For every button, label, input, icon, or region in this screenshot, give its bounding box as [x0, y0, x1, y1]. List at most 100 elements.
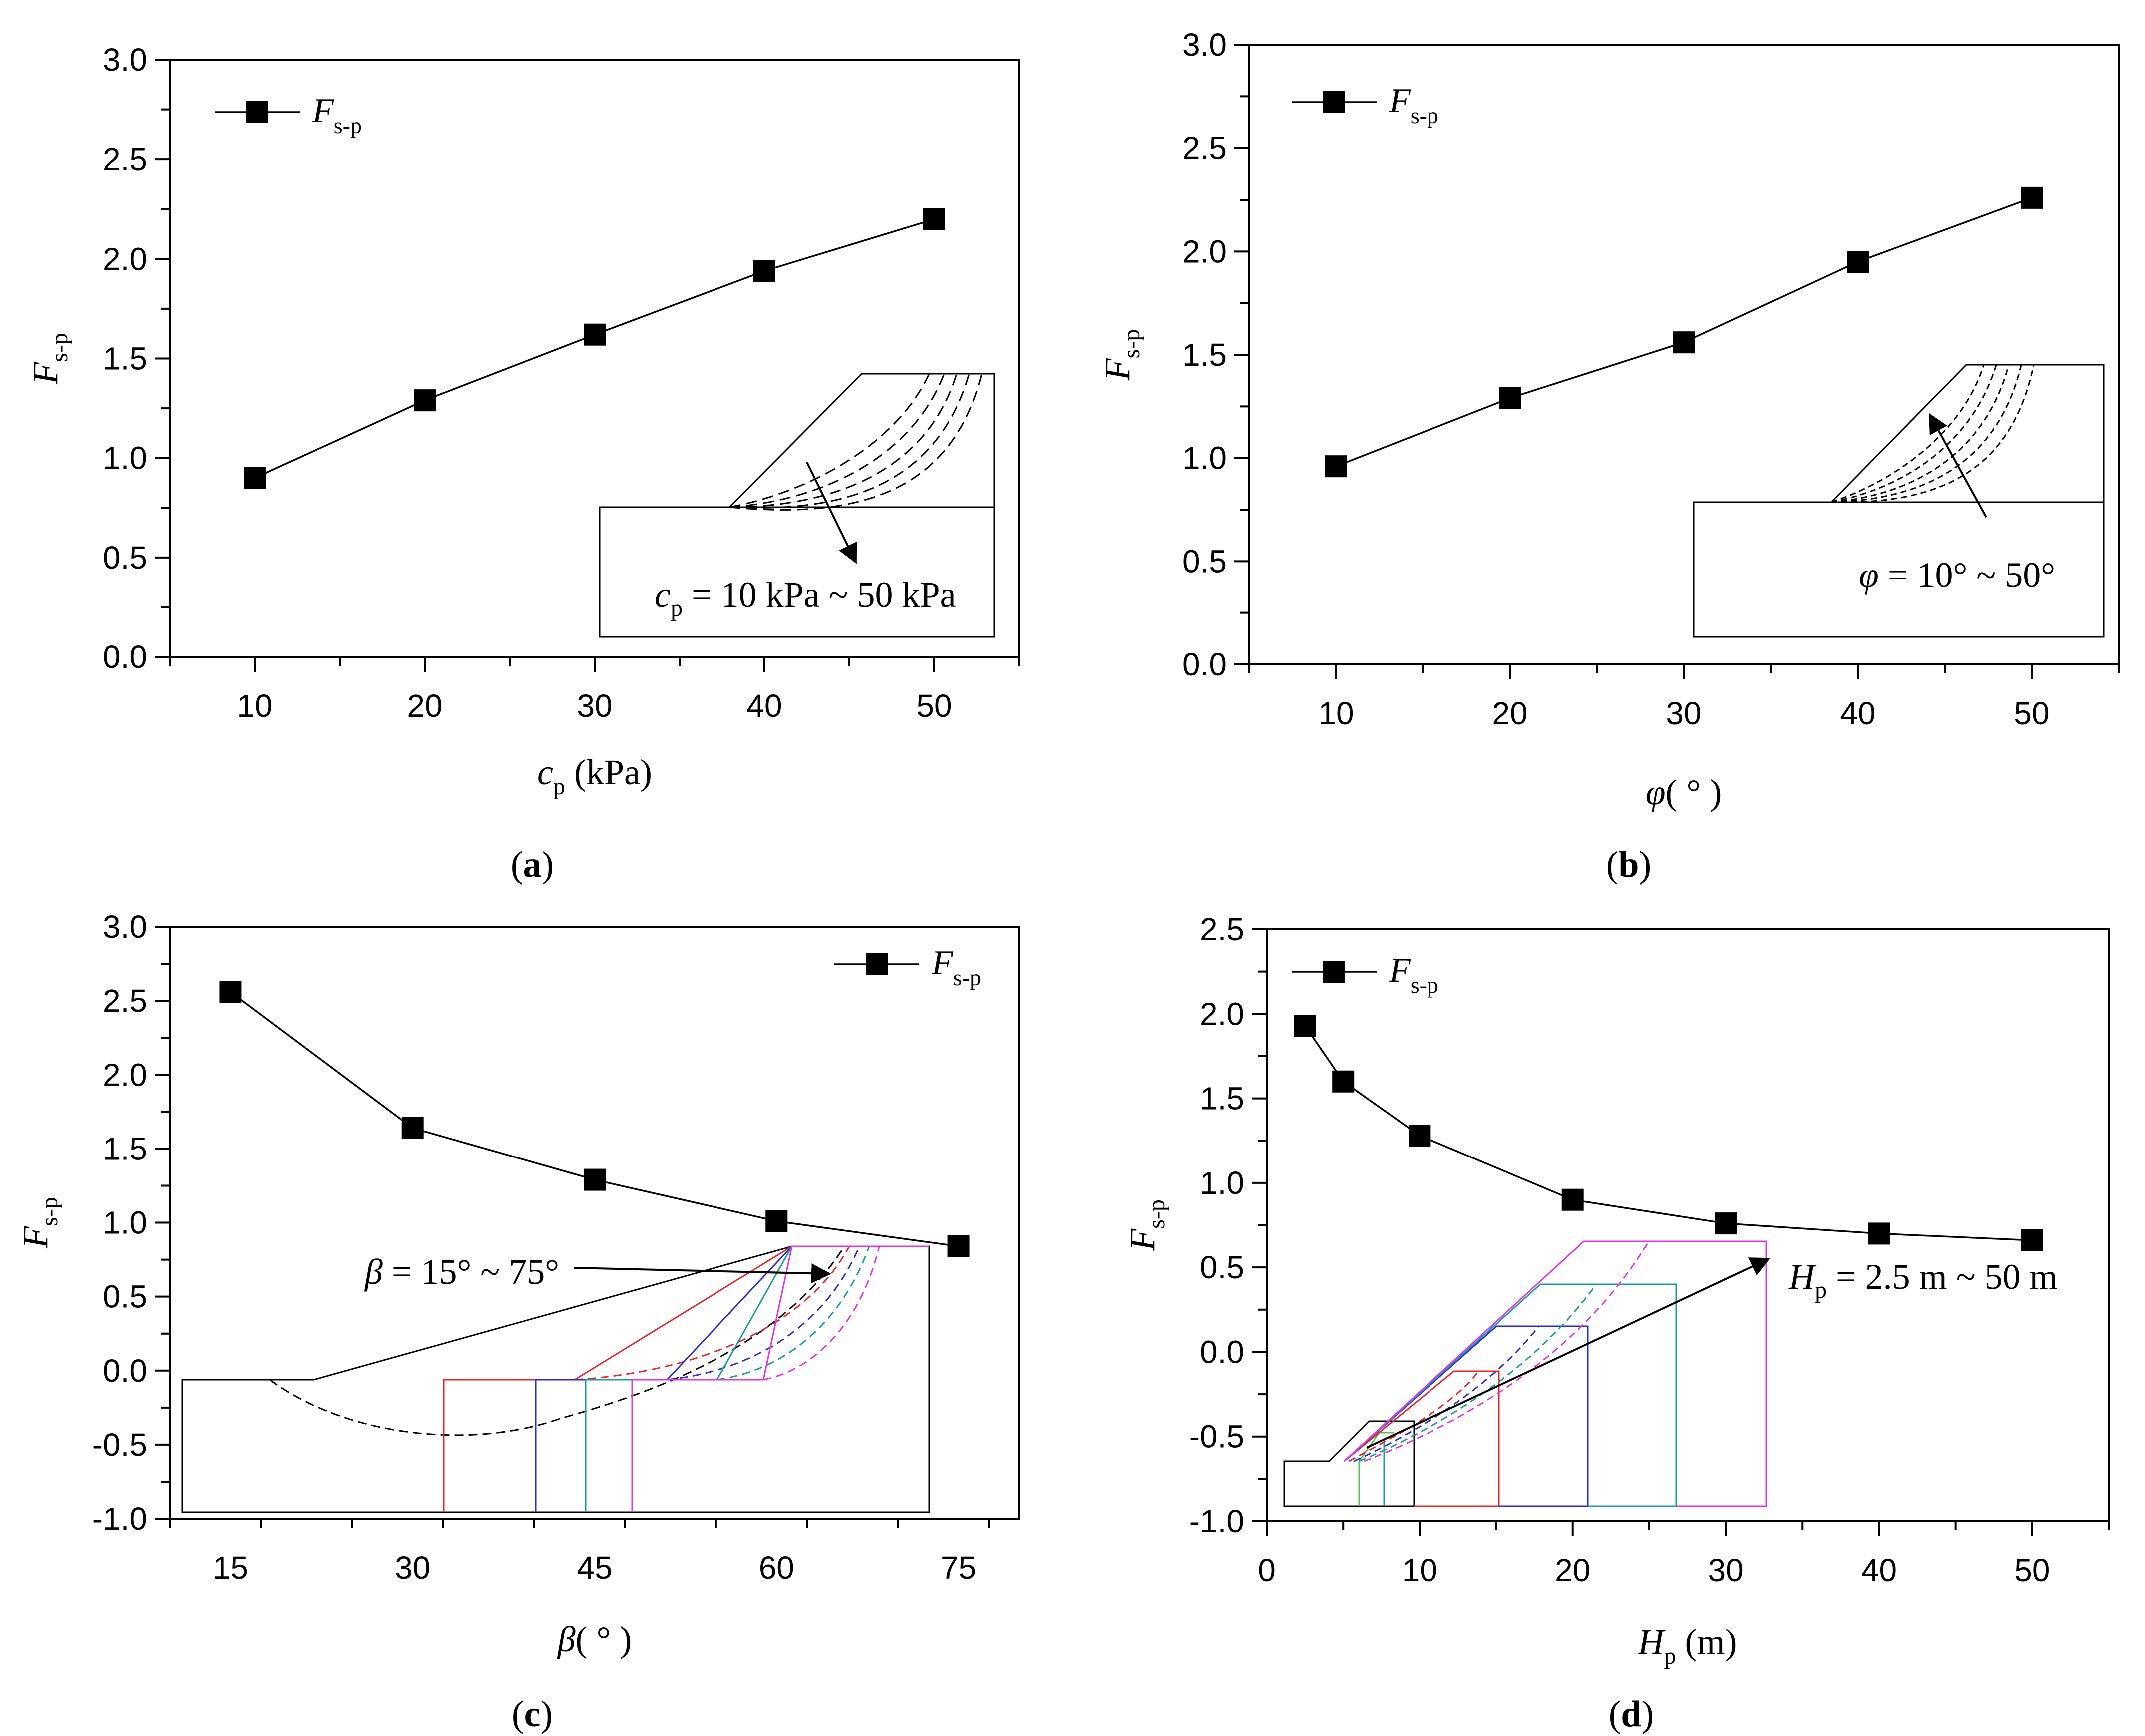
data-point — [1499, 387, 1521, 409]
data-point — [584, 1168, 606, 1191]
caption-a: a — [523, 844, 542, 885]
x-tick-label: 45 — [577, 1550, 612, 1586]
x-tick-label: 0 — [1258, 1552, 1276, 1588]
x-tick-label: 30 — [577, 688, 612, 724]
y-tick-label: -1.0 — [92, 1501, 147, 1537]
insets-c: β = 15° ~ 75° — [181, 1245, 930, 1513]
x-axis-label: cp (kPa) — [537, 752, 652, 800]
x-tick-label: 20 — [407, 688, 442, 724]
insets-b: φ = 10° ~ 50° — [1693, 364, 2105, 638]
y-tick-label: 1.5 — [103, 1131, 147, 1166]
y-tick-label: 3.0 — [103, 909, 147, 945]
data-point — [1673, 331, 1695, 354]
data-point — [1294, 1014, 1316, 1037]
y-tick-label: 1.5 — [1200, 1081, 1244, 1117]
y-tick-label: 0.0 — [1182, 646, 1227, 682]
inset-label-a-sub: p — [671, 595, 683, 621]
y-tick-label: 2.5 — [1200, 911, 1244, 947]
x-tick-label: 60 — [759, 1550, 794, 1586]
x-tick-label: 10 — [1402, 1552, 1437, 1588]
axes-c: 15 30 45 60 75 -1.0 -0.5 0.0 0.5 1.0 1.5 2.0 2.5 3.0 F… — [15, 909, 1020, 1659]
data-point — [401, 1117, 424, 1139]
y-tick-label: -0.5 — [1189, 1419, 1244, 1455]
axes-b: 10 20 30 40 50 0.0 0.5 1.0 1.5 2.0 2.5 3.0 Fs-p φ( ° … — [1097, 27, 2120, 812]
axes-d: 0 10 20 30 40 50 -1.0 -0.5 0.0 0.5 1.0 1.5 2.0 2.5 Fs-… — [1122, 911, 2110, 1669]
x-tick-label: 10 — [1318, 695, 1354, 731]
series-line — [230, 991, 959, 1247]
data-point — [219, 981, 242, 1003]
y-tick-label: 1.5 — [103, 341, 147, 377]
inset-label-d-rest: = 2.5 m ~ 50 m — [1827, 1257, 2058, 1297]
data-point — [1868, 1222, 1890, 1245]
y-tick-label: 2.5 — [103, 141, 147, 177]
data-point — [1409, 1125, 1431, 1147]
legend-marker — [246, 101, 268, 123]
x-axis-label: φ( ° ) — [1646, 772, 1722, 812]
data-point — [1847, 251, 1869, 273]
data-point — [1715, 1212, 1737, 1235]
y-tick-label: 1.0 — [1200, 1165, 1244, 1201]
legend-label: Fs-p — [312, 92, 362, 138]
y-axis-label: Fs-p — [1122, 1199, 1170, 1251]
panel-c: β = 15° ~ 75° 15 30 45 60 75 -1.0 -0.5 0.0 0.5 1.… — [15, 909, 1020, 1735]
legend-label: Fs-p — [1389, 82, 1438, 128]
y-tick-label: 2.5 — [103, 983, 147, 1019]
plot-frame — [169, 926, 1020, 1520]
y-tick-label: 1.0 — [103, 440, 147, 476]
axes-a: 10 20 30 40 50 0.0 0.5 1.0 1.5 2.0 2.5 3.0 Fs-p cp (k… — [25, 42, 1020, 800]
y-tick-label: 2.0 — [103, 241, 147, 277]
y-tick-label: 0.5 — [103, 1279, 147, 1315]
svg-text:(d): (d) — [1609, 1694, 1654, 1735]
x-tick-label: 40 — [1840, 695, 1875, 731]
inset-label-d-main: H — [1788, 1257, 1817, 1297]
y-tick-label: 1.0 — [1182, 440, 1227, 476]
legend-label: Fs-p — [1389, 951, 1438, 998]
x-tick-label: 30 — [395, 1550, 430, 1586]
inset-label-a-main: c — [655, 575, 671, 615]
y-tick-label: -0.5 — [92, 1427, 147, 1463]
svg-text:Hp = 2.5 m ~ 50 m: Hp = 2.5 m ~ 50 m — [1788, 1257, 2058, 1303]
plot-frame — [169, 59, 1020, 658]
x-tick-label: 30 — [1708, 1552, 1743, 1588]
x-tick-label: 50 — [2014, 1552, 2050, 1588]
inset-label-c: β = 15° ~ 75° — [364, 1252, 559, 1292]
data-point — [947, 1235, 970, 1257]
panel-b: φ = 10° ~ 50° 10 20 30 40 50 0.0 0.5 1.0 1.5 2.0 2… — [1097, 27, 2120, 885]
insets-a: cp = 10 kPa ~ 50 kPa — [599, 373, 995, 638]
y-tick-label: 2.0 — [1200, 996, 1244, 1032]
y-tick-label: 0.0 — [1200, 1334, 1244, 1370]
y-tick-label: 3.0 — [1182, 27, 1227, 63]
x-tick-label: 40 — [746, 688, 782, 724]
data-point — [414, 389, 436, 412]
y-tick-label: 0.0 — [103, 639, 147, 675]
inset-label-b: φ = 10° ~ 50° — [1859, 555, 2055, 595]
legend-label: Fs-p — [931, 944, 981, 990]
x-tick-label: 40 — [1861, 1552, 1897, 1588]
y-tick-label: 2.0 — [1182, 233, 1227, 269]
data-point — [244, 467, 266, 489]
data-point — [765, 1210, 788, 1232]
panel-a: cp = 10 kPa ~ 50 kPa 10 20 30 40 50 0.0 0.5 1.0… — [25, 42, 1020, 885]
y-tick-label: 0.0 — [103, 1353, 147, 1389]
x-tick-label: 20 — [1555, 1552, 1590, 1588]
data-point — [1332, 1070, 1355, 1093]
x-tick-label: 10 — [237, 688, 272, 724]
series-line — [254, 218, 935, 479]
y-tick-label: 0.5 — [1200, 1249, 1244, 1285]
y-tick-label: -1.0 — [1189, 1503, 1244, 1539]
x-tick-label: 50 — [2014, 695, 2049, 731]
svg-text:(a): (a) — [511, 844, 554, 885]
y-tick-label: 0.5 — [103, 540, 147, 576]
y-tick-label: 3.0 — [103, 42, 147, 78]
data-point — [2021, 186, 2043, 209]
caption-d: d — [1621, 1694, 1641, 1735]
svg-text:(c): (c) — [512, 1694, 553, 1735]
x-tick-label: 15 — [213, 1550, 248, 1586]
inset-label-d-sub: p — [1815, 1277, 1827, 1303]
y-tick-label: 2.0 — [103, 1057, 147, 1093]
x-tick-label: 50 — [916, 688, 952, 724]
x-tick-label: 20 — [1492, 695, 1527, 731]
data-point — [584, 323, 606, 346]
data-point — [1561, 1188, 1584, 1211]
